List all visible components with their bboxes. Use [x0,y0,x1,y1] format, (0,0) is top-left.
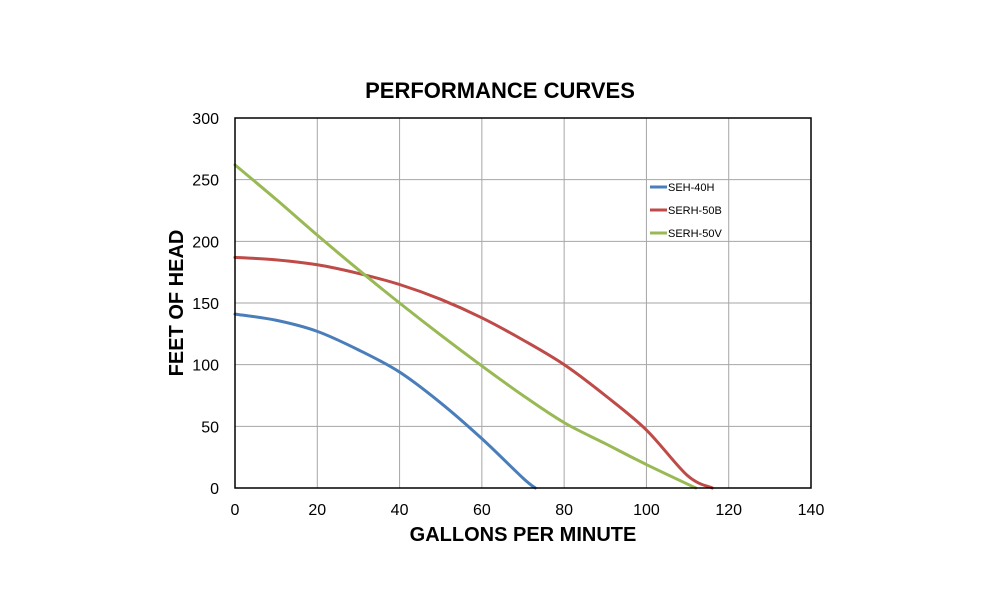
x-tick-label: 60 [473,502,491,519]
y-tick-label: 100 [192,358,219,375]
legend-label: SERH-50B [668,205,722,217]
y-axis-title: FEET OF HEAD [166,230,188,377]
series-line-1 [233,312,537,490]
legend-label: SERH-50V [668,228,722,240]
y-tick-label: 50 [201,419,219,436]
chart-title: PERFORMANCE CURVES [365,78,635,103]
x-tick-label: 0 [231,502,240,519]
x-tick-label: 120 [715,502,742,519]
x-tick-labels: 0 20 40 60 80 100 120 140 [231,502,825,519]
x-tick-label: 140 [798,502,825,519]
y-tick-label: 150 [192,296,219,313]
grid [234,117,812,489]
y-tick-labels: 0 50 100 150 200 250 300 [192,111,219,498]
plot-area [234,117,812,489]
legend-label: SEH-40H [668,182,715,194]
x-tick-label: 20 [308,502,326,519]
x-axis-title: GALLONS PER MINUTE [410,524,637,546]
x-tick-label: 80 [555,502,573,519]
series-line-2 [233,255,714,490]
y-tick-label: 300 [192,111,219,128]
y-tick-label: 250 [192,173,219,190]
series-line-3 [233,163,698,490]
y-tick-label: 200 [192,234,219,251]
y-tick-label: 0 [210,481,219,498]
x-tick-label: 40 [391,502,409,519]
series-lines [233,163,714,490]
x-tick-label: 100 [633,502,660,519]
legend: SEH-40H SERH-50B SERH-50V [650,182,722,240]
